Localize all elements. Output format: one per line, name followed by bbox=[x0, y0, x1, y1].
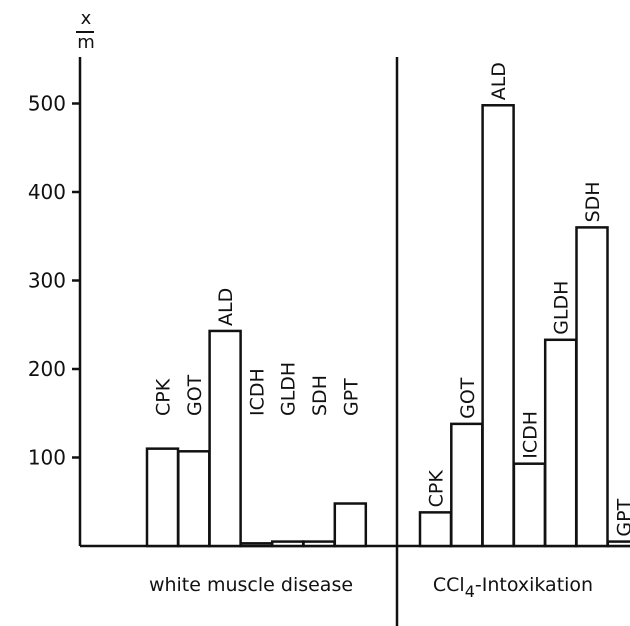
y-tick-label: 500 bbox=[28, 92, 66, 116]
group-label-ccl4-main: CCl bbox=[433, 574, 465, 596]
group-label-ccl4-subscript: 4 bbox=[465, 582, 475, 601]
category-label-ald: ALD bbox=[215, 288, 237, 326]
y-ticks: 100 200 300 400 500 bbox=[28, 92, 80, 470]
bar-sdh bbox=[302, 540, 336, 548]
y-axis-label-denominator: m bbox=[77, 32, 95, 53]
bar-ald bbox=[208, 329, 242, 548]
bar-gpt bbox=[333, 502, 368, 548]
bar-cpk bbox=[418, 511, 453, 548]
bars bbox=[145, 104, 630, 548]
y-tick-label: 300 bbox=[28, 269, 66, 293]
category-label-ald: ALD bbox=[488, 62, 510, 100]
bar-ald bbox=[481, 104, 515, 548]
category-label-cpk: CPK bbox=[426, 470, 448, 508]
category-label-sdh: SDH bbox=[582, 181, 604, 222]
bar-got bbox=[450, 422, 484, 548]
bar-gldh bbox=[270, 540, 305, 548]
category-label-got: GOT bbox=[457, 377, 479, 419]
y-tick-label: 400 bbox=[28, 180, 66, 204]
bar-icdh bbox=[512, 462, 547, 548]
category-labels: CPK GOT ALD ICDH GLDH SDH GPT CPK GOT ALD ICDH GLDH… bbox=[153, 62, 630, 537]
y-axis-label: x m bbox=[76, 8, 95, 53]
category-label-gpt: GPT bbox=[340, 378, 362, 416]
bar-cpk bbox=[145, 447, 180, 548]
group-label-ccl4-rest: -Intoxikation bbox=[475, 574, 593, 596]
category-label-cpk: CPK bbox=[153, 378, 175, 416]
category-label-gpt: GPT bbox=[613, 498, 630, 536]
bar-icdh bbox=[239, 542, 274, 548]
group-label-white-muscle-disease: white muscle disease bbox=[149, 574, 353, 596]
y-tick-label: 200 bbox=[28, 357, 66, 381]
bar-sdh bbox=[575, 226, 609, 548]
bar-gldh bbox=[543, 338, 578, 548]
y-tick-label: 100 bbox=[28, 446, 66, 470]
bar-gpt bbox=[606, 540, 630, 548]
category-label-icdh: ICDH bbox=[246, 368, 268, 416]
category-label-gldh: GLDH bbox=[551, 281, 573, 335]
y-axis-label-numerator: x bbox=[81, 8, 92, 29]
category-label-got: GOT bbox=[184, 374, 206, 416]
category-label-sdh: SDH bbox=[309, 375, 331, 416]
category-label-gldh: GLDH bbox=[278, 362, 300, 416]
group-label-ccl4-intoxikation: CCl4-Intoxikation bbox=[433, 574, 593, 601]
category-label-icdh: ICDH bbox=[519, 411, 541, 459]
bar-got bbox=[177, 450, 211, 548]
